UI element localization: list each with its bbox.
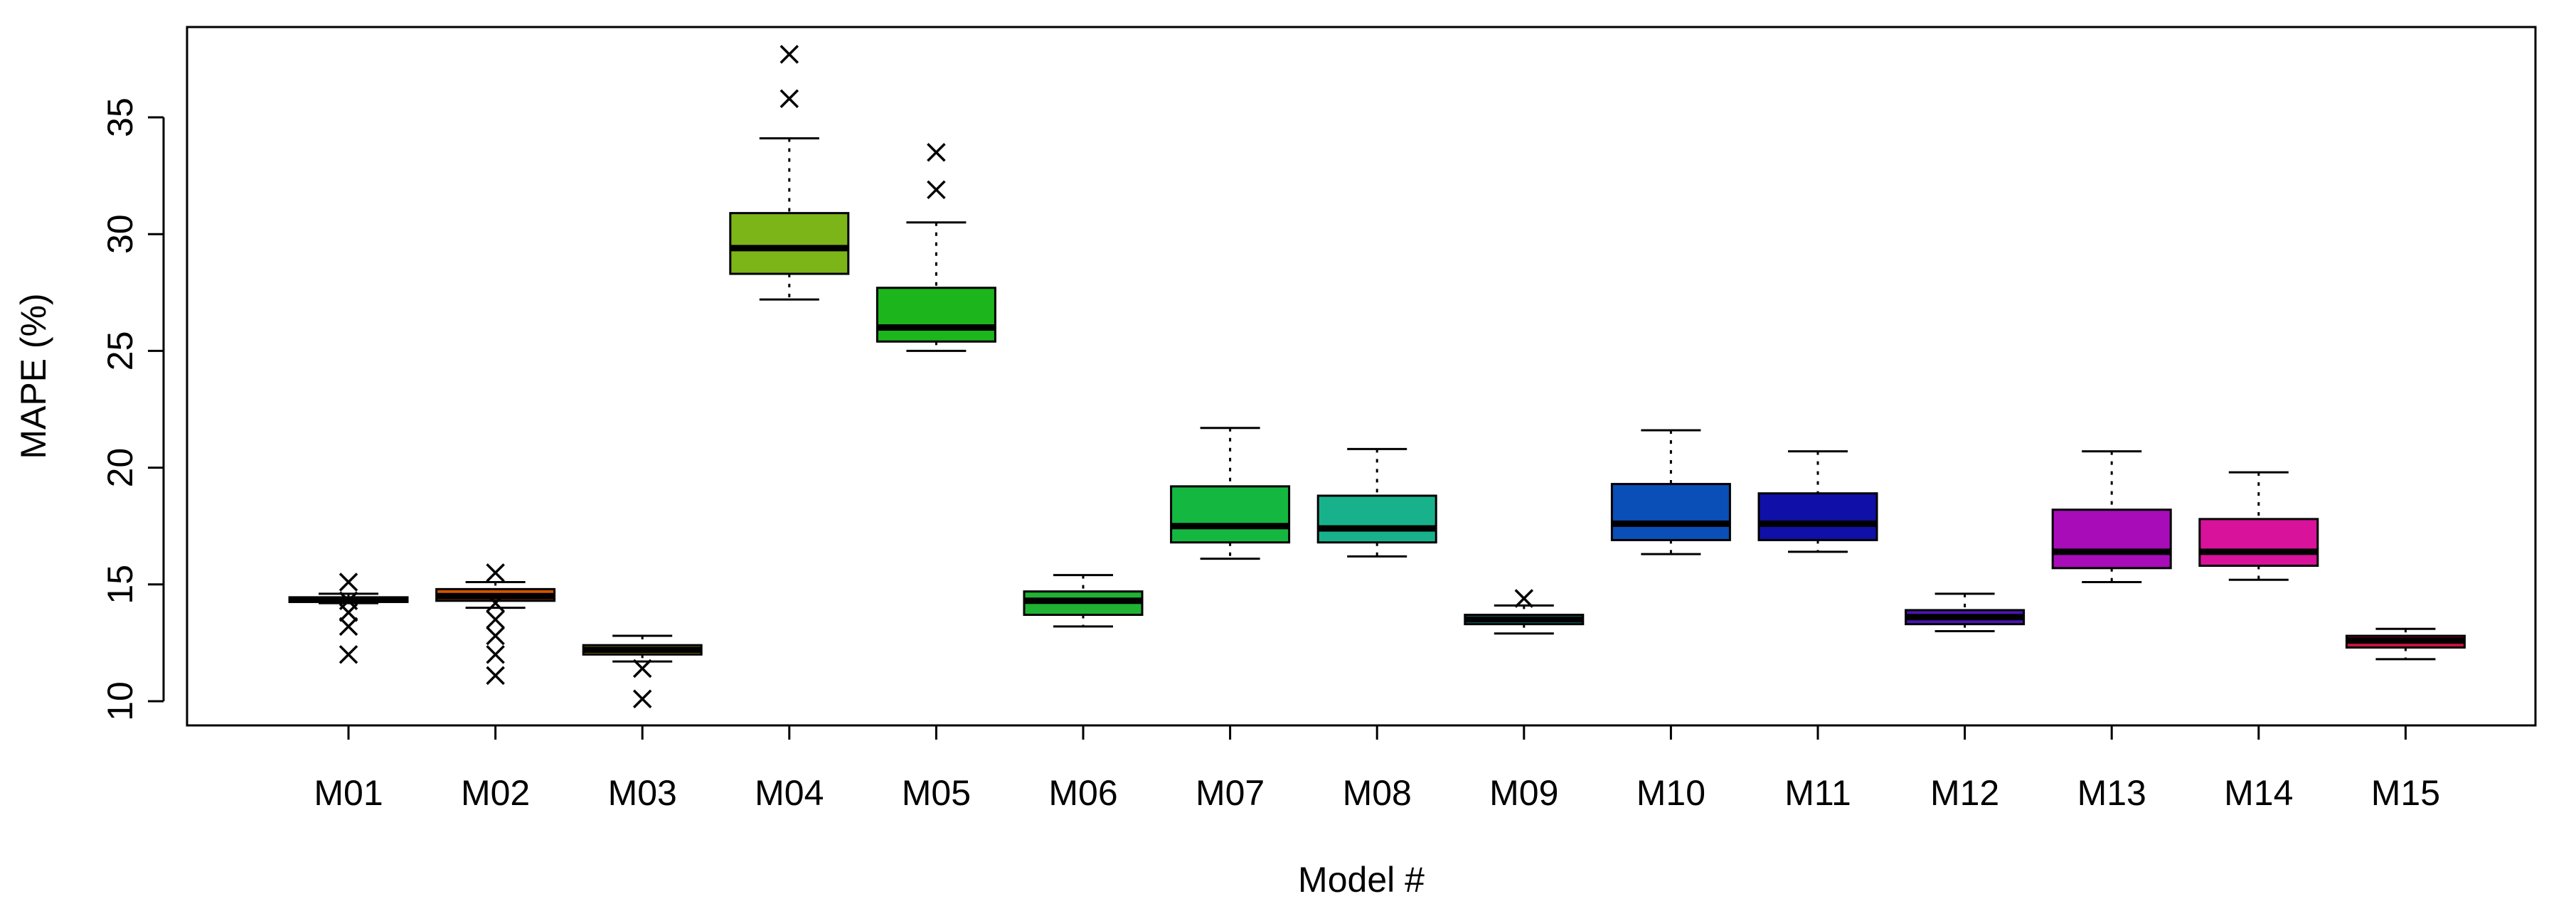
y-tick-label: 25: [100, 331, 140, 371]
box-m03: [582, 634, 703, 708]
x-tick-label: M06: [1048, 773, 1117, 813]
outlier-marker: [1514, 589, 1534, 608]
x-axis-title: Model #: [1298, 860, 1425, 900]
box-m05: [875, 143, 996, 352]
boxes-group: [288, 45, 2466, 708]
box-iqr: [1316, 494, 1437, 544]
outlier-stroke: [1514, 589, 1534, 608]
box-iqr: [1757, 492, 1878, 541]
outlier-marker: [486, 609, 505, 629]
x-tick-label: M03: [608, 773, 677, 813]
outlier-marker: [339, 645, 358, 664]
outlier-marker: [632, 689, 652, 708]
y-tick-label: 10: [100, 681, 140, 721]
outlier-stroke: [486, 666, 505, 686]
outlier-stroke: [339, 572, 358, 592]
outlier-stroke: [486, 563, 505, 582]
outlier-marker: [779, 45, 799, 64]
box-m09: [1464, 589, 1585, 635]
x-tick-label: M13: [2077, 773, 2146, 813]
outlier-stroke: [927, 143, 946, 162]
x-tick-label: M09: [1489, 773, 1558, 813]
outlier-stroke: [339, 602, 358, 622]
outlier-stroke: [779, 45, 799, 64]
y-tick-label: 35: [100, 97, 140, 137]
outlier-stroke: [486, 626, 505, 646]
x-tick-label: M05: [902, 773, 971, 813]
outlier-marker: [486, 645, 505, 664]
x-tick-label: M01: [314, 773, 383, 813]
box-m08: [1316, 447, 1437, 558]
outlier-stroke: [486, 593, 505, 613]
outlier-stroke: [632, 659, 652, 678]
box-iqr: [2051, 508, 2172, 570]
outlier-marker: [927, 143, 946, 162]
outlier-stroke: [927, 180, 946, 200]
x-tick-label: M02: [461, 773, 530, 813]
outlier-stroke: [339, 617, 358, 637]
box-iqr: [1610, 483, 1731, 541]
box-iqr: [875, 287, 996, 343]
outlier-stroke: [632, 689, 652, 708]
outlier-stroke: [339, 645, 358, 664]
y-tick-label: 15: [100, 565, 140, 605]
box-m13: [2051, 450, 2172, 584]
y-tick-label: 30: [100, 214, 140, 254]
box-m14: [2198, 471, 2319, 581]
x-tick-label: M04: [755, 773, 824, 813]
box-iqr: [2198, 518, 2319, 568]
box-m15: [2345, 627, 2466, 661]
x-tick-label: M14: [2224, 773, 2293, 813]
x-tick-label: M12: [1930, 773, 1999, 813]
box-m04: [729, 45, 850, 301]
outlier-stroke: [486, 645, 505, 664]
y-axis: 10 15 20 25 30 35: [100, 97, 165, 721]
y-tick-label: 20: [100, 448, 140, 488]
box-m07: [1170, 427, 1291, 560]
outlier-marker: [486, 626, 505, 646]
outlier-stroke: [486, 609, 505, 629]
box-m02: [435, 563, 556, 686]
x-tick-label: M08: [1343, 773, 1412, 813]
x-axis: M01 M02 M03 M04 M05 M06 M07 M08 M09 M10 M11 M12 M13 M…: [314, 724, 2440, 813]
box-m06: [1023, 574, 1144, 628]
box-m10: [1610, 429, 1731, 555]
box-iqr: [1170, 485, 1291, 544]
outlier-marker: [632, 659, 652, 678]
outlier-marker: [486, 593, 505, 613]
plot-frame: [186, 26, 2537, 727]
outlier-stroke: [779, 89, 799, 108]
y-axis-title: MAPE (%): [14, 293, 53, 459]
x-tick-label: M07: [1196, 773, 1265, 813]
box-m12: [1905, 592, 2026, 632]
outlier-marker: [927, 180, 946, 200]
outlier-marker: [339, 602, 358, 622]
x-tick-label: M10: [1636, 773, 1705, 813]
box-m11: [1757, 450, 1878, 553]
outlier-marker: [486, 563, 505, 582]
outlier-marker: [339, 572, 358, 592]
box-iqr: [729, 212, 850, 275]
x-tick-label: M11: [1784, 773, 1851, 813]
box-m01: [288, 572, 409, 664]
outlier-marker: [339, 617, 358, 637]
x-tick-label: M15: [2371, 773, 2440, 813]
outlier-marker: [779, 89, 799, 108]
outlier-marker: [486, 666, 505, 686]
